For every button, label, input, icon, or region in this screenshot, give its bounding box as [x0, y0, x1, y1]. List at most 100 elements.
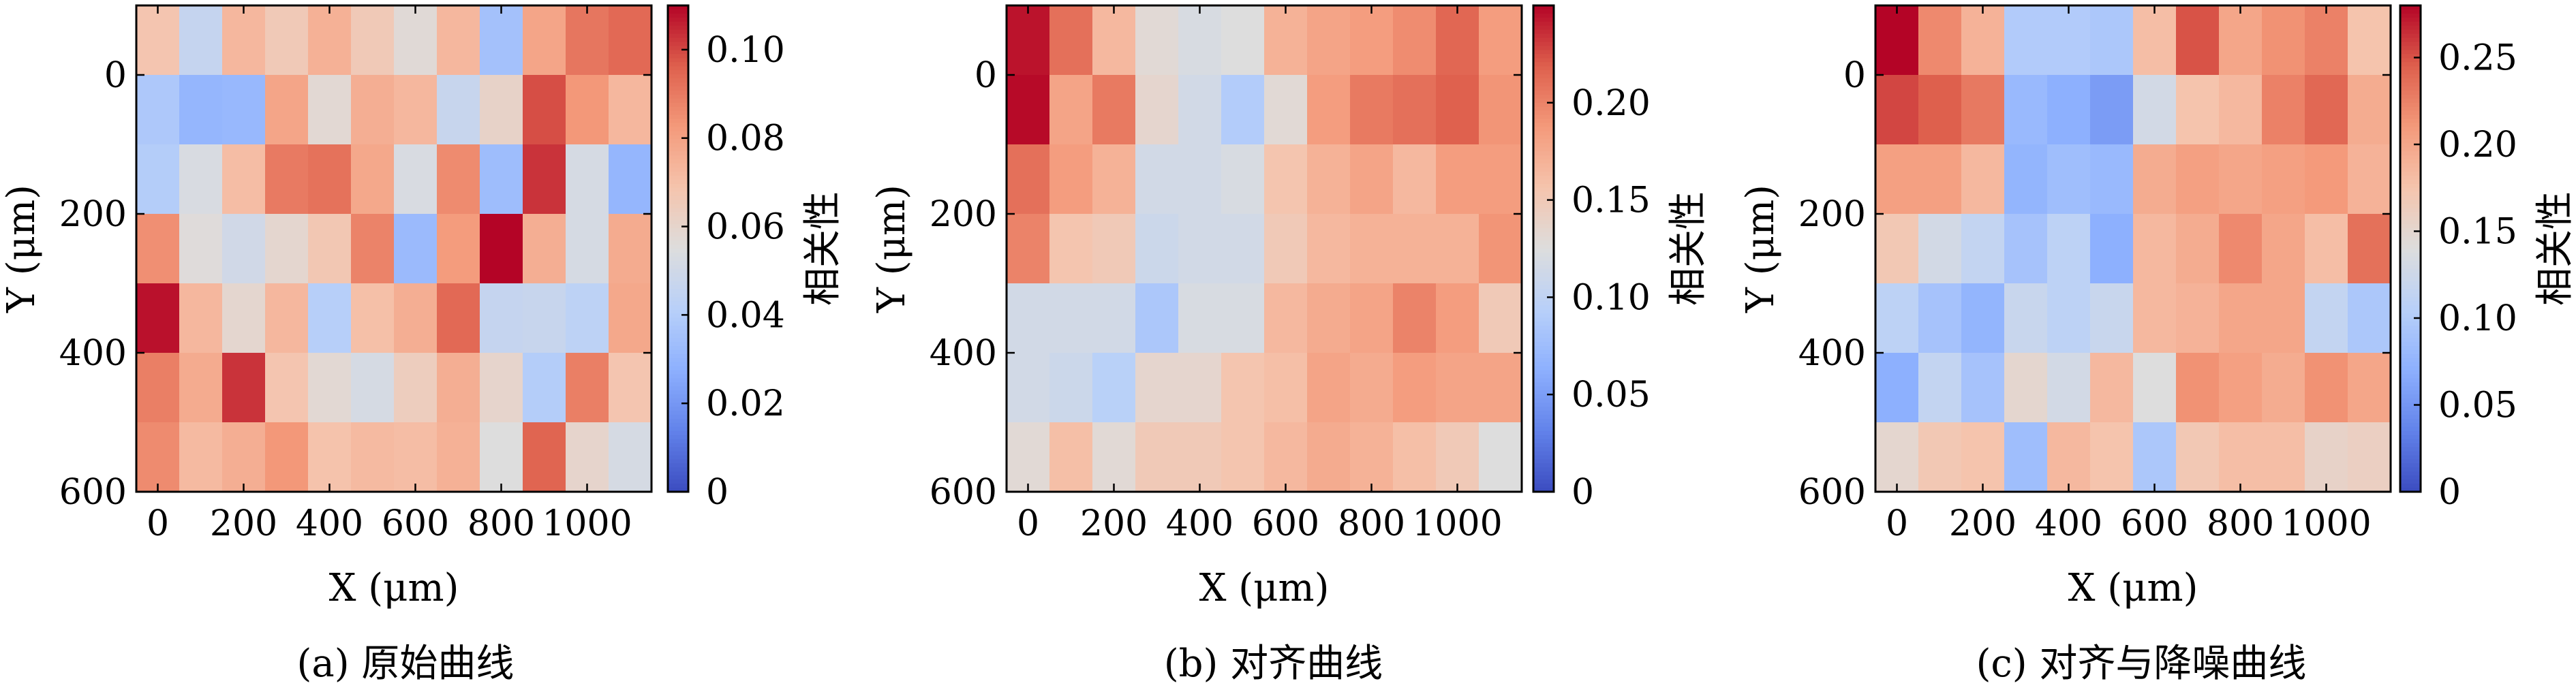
colorbar-segment: [1533, 54, 1554, 59]
heatmap-cell: [1875, 144, 1919, 215]
colorbar-segment: [1533, 317, 1554, 322]
heatmap-cell: [609, 75, 652, 145]
colorbar-segment: [668, 277, 688, 282]
colorbar-segment: [668, 260, 688, 266]
heatmap-cell: [1436, 144, 1479, 215]
heatmap-cell: [1393, 283, 1437, 353]
heatmap-cell: [1307, 144, 1351, 215]
colorbar-segment: [2400, 163, 2421, 168]
colorbar-segment: [1533, 297, 1554, 302]
heatmap-cell: [609, 144, 652, 215]
colorbar-segment: [2400, 370, 2421, 375]
heatmap-cell: [1918, 422, 1962, 492]
colorbar-segment: [2400, 216, 2421, 221]
colorbar-segment: [668, 123, 688, 128]
colorbar-segment: [1533, 175, 1554, 180]
y-axis-label: Y (μm): [870, 185, 914, 313]
colorbar-segment: [668, 78, 688, 83]
heatmap-cell: [2348, 5, 2391, 76]
heatmap-cell: [1479, 75, 1522, 145]
heatmap-cell: [1178, 5, 1222, 76]
heatmap-cell: [1918, 75, 1962, 145]
y-tick-label: 400: [1798, 333, 1866, 374]
heatmap-cell: [136, 5, 180, 76]
colorbar-segment: [668, 455, 688, 460]
colorbar-segment: [1533, 155, 1554, 160]
heatmap-cell: [2305, 283, 2348, 353]
colorbar-segment: [668, 358, 688, 363]
heatmap-cell: [1479, 5, 1522, 76]
colorbar-segment: [668, 471, 688, 476]
x-tick-label: 1000: [2281, 503, 2371, 544]
heatmap-cell: [609, 422, 652, 492]
colorbar-segment: [668, 398, 688, 403]
heatmap-cell: [222, 283, 266, 353]
heatmap-cell: [1479, 144, 1522, 215]
colorbar-segment: [1533, 426, 1554, 432]
colorbar-tick-label: 0.25: [2438, 38, 2517, 79]
colorbar-segment: [1533, 70, 1554, 75]
colorbar-segment: [1533, 168, 1554, 172]
colorbar-segment: [668, 9, 688, 14]
colorbar: 0 0.05 0.10 0.15 0.20 0.25 相关性: [2399, 4, 2576, 513]
colorbar-segment: [2400, 264, 2421, 270]
heatmap-cell: [1135, 214, 1179, 284]
y-tick-label: 400: [59, 333, 127, 374]
heatmap-cell: [2090, 144, 2134, 215]
heatmap-cell: [523, 5, 566, 76]
colorbar-segment: [2400, 330, 2421, 334]
colorbar-segment: [2400, 127, 2421, 132]
colorbar-segment: [668, 62, 688, 67]
heatmap-cell: [2047, 5, 2091, 76]
y-tick-label: 600: [59, 472, 127, 513]
colorbar-segment: [668, 17, 688, 22]
colorbar-segment: [1533, 264, 1554, 270]
heatmap-cell: [1307, 353, 1351, 423]
colorbar-tick-label: 0: [706, 472, 729, 513]
heatmap-cell: [308, 283, 352, 353]
x-tick-label: 400: [1166, 503, 1233, 544]
heatmap-cell: [1092, 5, 1136, 76]
colorbar-segment: [668, 25, 688, 31]
colorbar-segment: [2400, 467, 2421, 473]
heatmap-cell: [351, 5, 395, 76]
colorbar-segment: [1533, 66, 1554, 71]
colorbar-segment: [668, 58, 688, 63]
colorbar-segment: [2400, 309, 2421, 314]
colorbar-segment: [668, 110, 688, 116]
colorbar-segment: [1533, 50, 1554, 55]
colorbar-segment: [1533, 439, 1554, 444]
heatmap-cell: [1178, 353, 1222, 423]
heatmap-cell: [609, 283, 652, 353]
colorbar-segment: [668, 418, 688, 424]
heatmap-cell: [308, 353, 352, 423]
x-tick-label: 600: [2121, 503, 2188, 544]
colorbar-segment: [1533, 285, 1554, 290]
colorbar-segment: [1533, 289, 1554, 294]
colorbar-segment: [1533, 414, 1554, 420]
heatmap-cell: [1436, 353, 1479, 423]
heatmap-cell: [1221, 144, 1265, 215]
colorbar-segment: [1533, 411, 1554, 415]
heatmap-cell: [1436, 75, 1479, 145]
colorbar-segment: [2400, 212, 2421, 217]
colorbar-segment: [2400, 305, 2421, 311]
heatmap-cell: [2219, 75, 2263, 145]
colorbar-segment: [1533, 17, 1554, 22]
colorbar-segment: [1533, 29, 1554, 35]
heatmap-cell: [2219, 5, 2263, 76]
colorbar-segment: [668, 293, 688, 298]
heatmap-cell: [1178, 75, 1222, 145]
colorbar-segment: [668, 232, 688, 237]
heatmap-cell: [480, 353, 523, 423]
heatmap-panel-3: 0 200 400 600 800 1000 0 200 400 600 X (μm) Y (μm) (…: [1738, 4, 2576, 686]
heatmap-cell: [2047, 144, 2091, 215]
colorbar-segment: [668, 475, 688, 480]
colorbar-segment: [2400, 191, 2421, 197]
colorbar-label: 相关性: [2533, 191, 2576, 306]
colorbar-segment: [668, 127, 688, 132]
colorbar-segment: [668, 403, 688, 407]
colorbar-segment: [2400, 281, 2421, 286]
colorbar-segment: [2400, 317, 2421, 322]
heatmap-cell: [2004, 5, 2048, 76]
